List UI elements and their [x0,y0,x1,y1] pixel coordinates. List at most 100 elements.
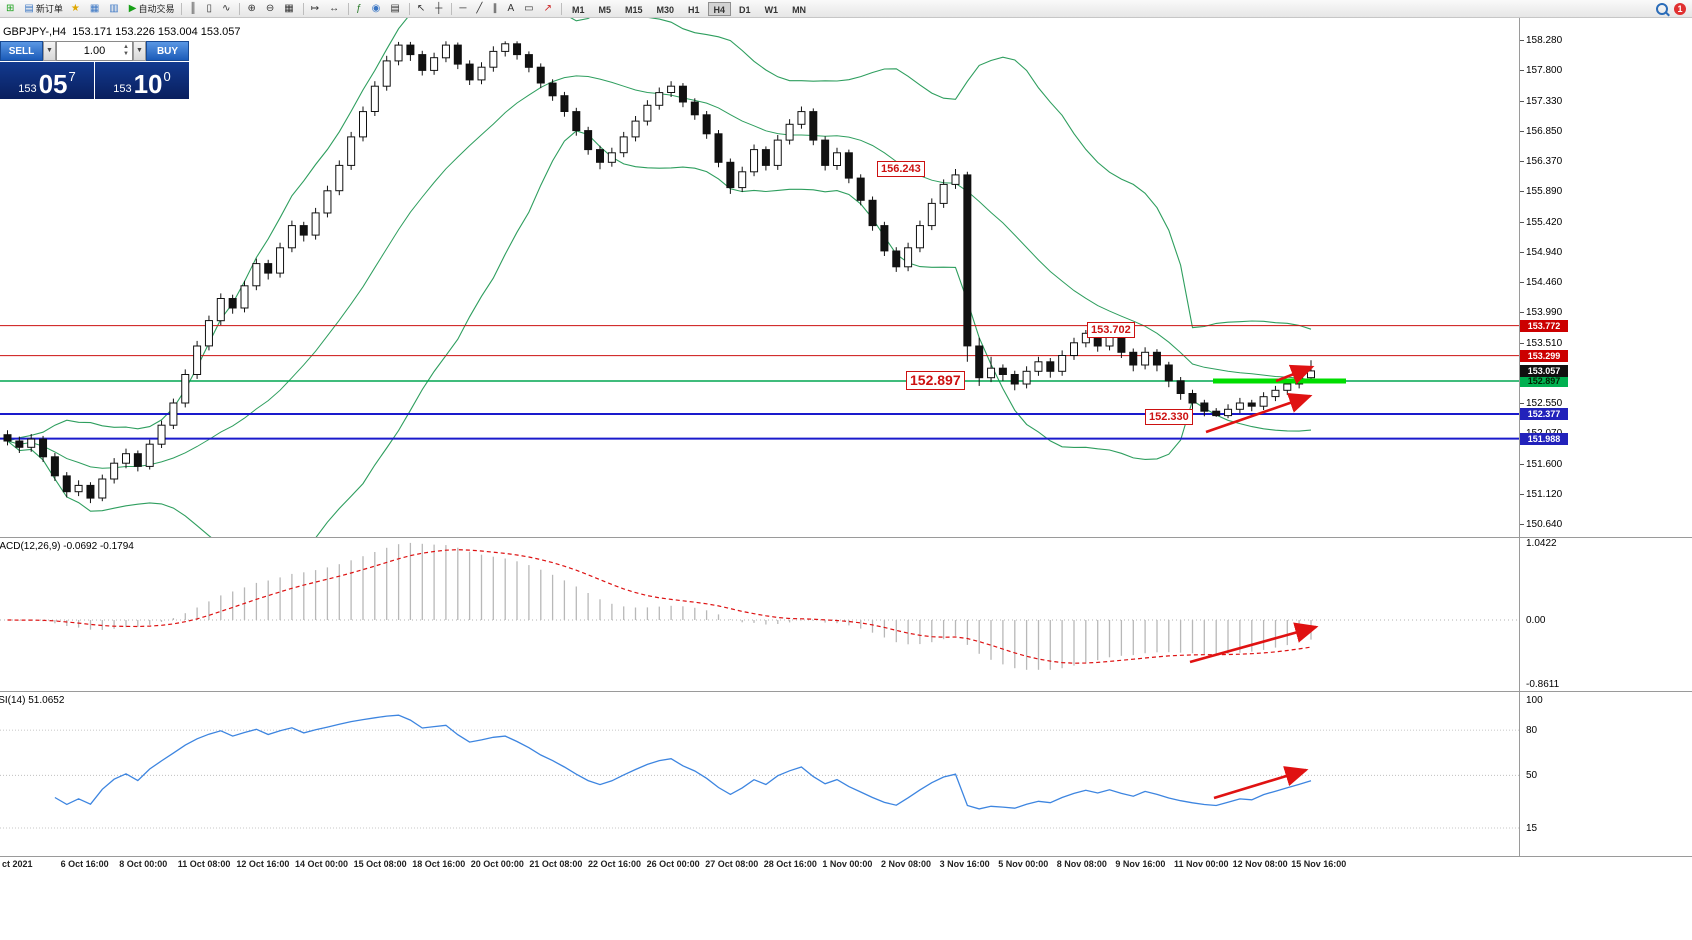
tile-windows-icon[interactable]: ▦ [280,1,299,16]
arrows-glyph: ↗ [543,3,552,14]
price-tick-158.280: 158.280 [1526,35,1563,46]
timeframe-m30[interactable]: M30 [651,2,681,16]
price-tickmark [1520,524,1524,525]
rsi-tick-50: 50 [1526,770,1538,782]
toolbar-separator [348,2,350,15]
horizontal-line-button[interactable]: ─ [455,1,472,16]
crosshair-button[interactable]: ┼ [431,1,448,16]
periods-button[interactable]: ◉ [368,1,387,16]
trade-panel: SELL ▼ 1.00 ▲ ▼ ▼ BUY 153 05 7 153 10 0 [0,41,189,99]
profiles-icon[interactable]: ▦ [86,1,105,16]
buy-price-display[interactable]: 153 10 0 [95,62,189,99]
timeframe-h4[interactable]: H4 [707,1,732,16]
time-label-16: 3 Nov 16:00 [939,859,990,869]
time-label-1: 6 Oct 16:00 [60,859,109,869]
price-tick-150.640: 150.640 [1526,519,1563,530]
buy-type-dropdown[interactable]: ▼ [133,41,146,61]
timeframe-m15[interactable]: M15 [619,2,649,16]
templates-glyph: ▤ [390,3,400,14]
buy-button[interactable]: BUY [146,41,189,61]
label-button[interactable]: ▭ [520,1,539,16]
toolbar-right: 1 [1656,2,1690,15]
trend-arrow-rsi[interactable] [1213,766,1309,800]
auto-scroll-icon-glyph: ↦ [310,3,320,14]
trend-arrow-macd[interactable] [1189,622,1319,664]
auto-scroll-icon[interactable]: ↦ [307,1,325,16]
new-order-glyph: ▤ [24,3,34,14]
main-chart-svg[interactable] [0,18,1520,537]
zoom-out-icon[interactable]: ⊖ [262,1,280,16]
price-tickmark [1520,100,1524,102]
volume-spinner[interactable]: ▲ ▼ [123,44,129,57]
zoom-in-icon-glyph: ⊕ [247,3,256,14]
bar-chart-icon[interactable]: ║ [185,1,202,16]
time-label-18: 8 Nov 08:00 [1056,859,1107,869]
sell-price-display[interactable]: 153 05 7 [0,62,94,99]
channel-glyph: ∥ [492,3,498,14]
new-chart-button[interactable]: ⊞ [2,1,20,16]
current-price-badge: 153.057 [1520,364,1568,377]
sell-button[interactable]: SELL [0,41,43,61]
toolbar-buttons: ⊞ ▤ 新订单 ★ ▦ ▥ ▶ 自动交易 ║ ▯ ∿ ⊕ ⊖ ▦ ↦ ↔ ƒ ◉ ▤ ↖ ┼ ─ ╱ ∥ A ▭ ↗ [2,1,565,16]
timeframe-d1[interactable]: D1 [733,2,757,16]
time-label-20: 11 Nov 00:00 [1174,859,1229,869]
autotrading-button[interactable]: ▶ 自动交易 [125,1,179,16]
indicators-button[interactable]: ƒ [352,1,368,16]
candlestick-chart-icon-glyph: ▯ [206,3,213,14]
macd-svg[interactable] [0,538,1520,692]
trendline-button[interactable]: ╱ [472,1,488,16]
text-button[interactable]: A [503,1,520,16]
notification-badge[interactable]: 1 [1674,2,1686,15]
trend-arrow-main-2[interactable] [1275,364,1315,385]
chart-shift-icon-glyph: ↔ [329,3,340,14]
order-type-dropdown[interactable]: ▼ [43,41,56,61]
rsi-label: RSI(14) 51.0652 [0,695,65,706]
time-label-13: 28 Oct 16:00 [763,859,817,869]
price-callout-156.243[interactable]: 156.243 [877,161,925,178]
cursor-button[interactable]: ↖ [413,1,431,16]
buy-price-prefix: 153 [113,83,132,95]
macd-histogram [18,542,1312,670]
bollinger-upper[interactable] [7,18,1312,442]
time-label-21: 12 Nov 08:00 [1232,859,1288,869]
bollinger-middle[interactable] [7,75,1312,469]
new-order-button[interactable]: ▤ 新订单 [20,1,66,16]
time-label-4: 12 Oct 16:00 [236,859,290,869]
timeframe-w1[interactable]: W1 [759,2,785,16]
bollinger-lower[interactable] [7,130,1312,537]
price-tick-153.990: 153.990 [1526,307,1563,319]
price-tickmark [1520,251,1524,253]
templates-button[interactable]: ▤ [386,1,405,16]
price-callout-152.330[interactable]: 152.330 [1145,408,1193,425]
timeframe-m5[interactable]: M5 [592,2,617,16]
candlestick-chart-icon[interactable]: ▯ [203,1,219,16]
price-callout-152.897[interactable]: 152.897 [906,371,965,391]
arrows-button[interactable]: ↗ [540,1,558,16]
timeframe-m1[interactable]: M1 [566,2,591,16]
time-label-9: 21 Oct 08:00 [529,859,583,869]
indicators-glyph: ƒ [356,3,362,14]
separator-main-macd[interactable] [0,537,1692,538]
data-window-icon[interactable]: ▥ [105,1,124,16]
channel-button[interactable]: ∥ [488,1,503,16]
rsi-svg[interactable] [0,692,1520,856]
timeframe-h1[interactable]: H1 [682,2,706,16]
search-icon[interactable] [1656,2,1668,15]
price-tickmark [1520,130,1524,132]
volume-input[interactable]: 1.00 ▲ ▼ [56,41,133,61]
chart-shift-icon[interactable]: ↔ [325,1,345,16]
separator-macd-rsi[interactable] [0,691,1692,692]
trend-arrow-main-1[interactable] [1205,392,1313,434]
timeframe-mn[interactable]: MN [786,2,812,16]
price-badge-153.299: 153.299 [1520,349,1568,362]
timeframe-buttons: M1 M5 M15 M30 H1 H4 D1 W1 MN [565,1,813,16]
price-callout-153.702[interactable]: 153.702 [1087,322,1135,339]
line-chart-icon[interactable]: ∿ [218,1,236,16]
zoom-in-icon[interactable]: ⊕ [243,1,261,16]
new-order-button-label: 新订单 [35,4,63,14]
time-label-2: 8 Oct 00:00 [119,859,168,869]
price-tickmark [1520,403,1524,404]
price-tick-155.890: 155.890 [1526,186,1563,198]
macd-tick--0.8611: -0.8611 [1526,678,1560,690]
favorites-icon[interactable]: ★ [67,1,86,16]
